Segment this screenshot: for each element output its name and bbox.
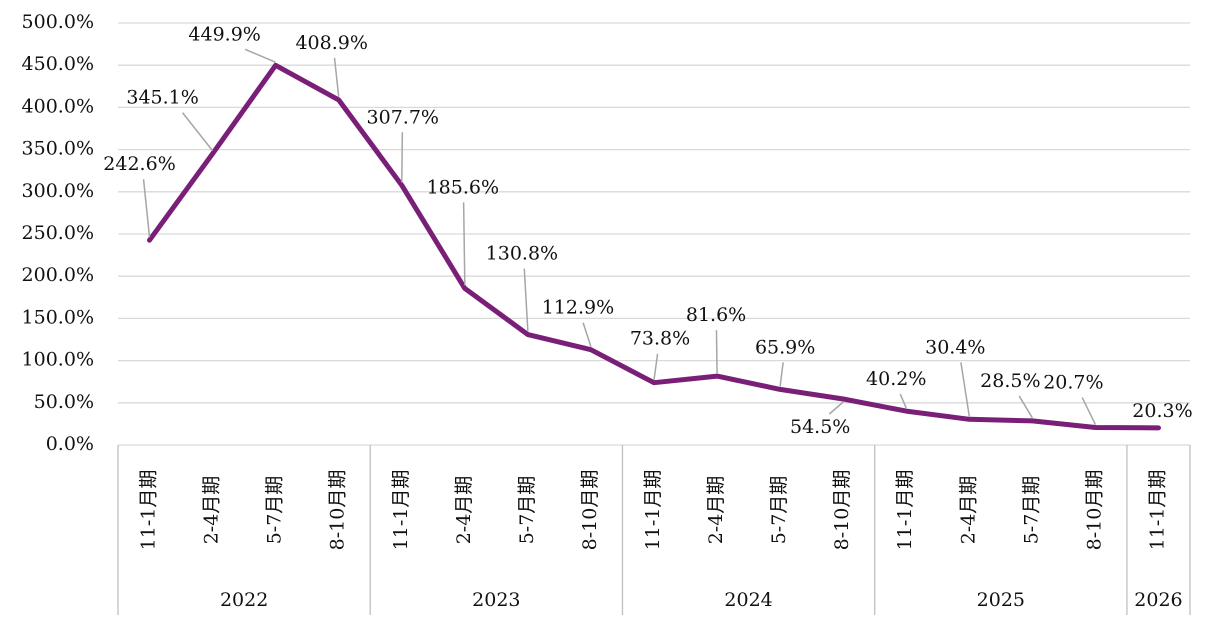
data-label: 30.4% [925, 336, 985, 358]
leader-line [1081, 397, 1097, 425]
leader-line [828, 401, 844, 415]
x-tick-label: 8-10月期 [831, 470, 853, 551]
group-label: 2026 [1134, 589, 1182, 611]
y-tick-label: 400.0% [22, 95, 94, 117]
y-tick-label: 50.0% [34, 391, 94, 413]
leader-line [401, 132, 404, 183]
x-tick-label: 2-4月期 [705, 476, 727, 545]
x-tick-label: 5-7月期 [768, 476, 790, 545]
y-tick-label: 300.0% [22, 180, 94, 202]
data-label: 40.2% [866, 368, 926, 390]
leader-line [582, 322, 592, 347]
data-label: 81.6% [686, 304, 746, 326]
x-tick-label: 11-1月期 [642, 470, 664, 551]
leader-line [333, 57, 340, 97]
data-label: 130.8% [486, 243, 558, 265]
leader-line [960, 362, 971, 417]
x-tick-label: 8-10月期 [327, 470, 349, 551]
data-label: 112.9% [542, 297, 614, 319]
x-tick-label: 2-4月期 [453, 476, 475, 545]
leader-line [715, 330, 718, 374]
data-label: 73.8% [630, 328, 690, 350]
group-label: 2023 [472, 589, 520, 611]
y-tick-label: 350.0% [22, 138, 94, 160]
group-label: 2022 [220, 589, 268, 611]
y-tick-label: 100.0% [22, 349, 94, 371]
data-line [147, 62, 1161, 431]
leader-line [462, 202, 466, 286]
group-label: 2024 [724, 589, 772, 611]
data-label: 185.6% [427, 176, 499, 198]
leader-line [1018, 395, 1033, 419]
data-label: 20.3% [1132, 400, 1192, 422]
y-tick-label: 450.0% [22, 53, 94, 75]
y-tick-label: 500.0% [22, 11, 94, 33]
leader-line [244, 48, 276, 63]
group-label: 2025 [977, 589, 1025, 611]
x-tick-label: 5-7月期 [1020, 476, 1042, 545]
x-tick-label: 8-10月期 [579, 470, 601, 551]
data-label: 449.9% [188, 23, 260, 45]
y-tick-label: 150.0% [22, 306, 94, 328]
leader-line [181, 112, 214, 152]
data-label: 54.5% [790, 416, 850, 438]
data-label: 242.6% [103, 153, 175, 175]
data-label: 20.7% [1043, 372, 1103, 394]
x-tick-label: 11-1月期 [390, 470, 412, 551]
leader-line [779, 362, 784, 387]
x-tick-label: 11-1月期 [1146, 470, 1168, 551]
x-tick-label: 2-4月期 [201, 476, 223, 545]
leader-line [142, 179, 151, 238]
data-label: 307.7% [367, 106, 439, 128]
data-label: 345.1% [126, 87, 198, 109]
data-label: 408.9% [295, 32, 367, 54]
leader-line [523, 268, 529, 332]
x-tick-label: 11-1月期 [894, 470, 916, 551]
x-tick-label: 5-7月期 [264, 476, 286, 545]
leader-line [653, 353, 659, 380]
y-tick-label: 0.0% [46, 433, 94, 455]
x-tick-label: 8-10月期 [1083, 470, 1105, 551]
y-tick-label: 200.0% [22, 264, 94, 286]
y-tick-label: 250.0% [22, 222, 94, 244]
leader-line [899, 393, 907, 409]
x-tick-label: 5-7月期 [516, 476, 538, 545]
x-tick-label: 11-1月期 [138, 470, 160, 551]
x-tick-label: 2-4月期 [957, 476, 979, 545]
data-label: 28.5% [980, 370, 1040, 392]
data-label: 65.9% [755, 336, 815, 358]
